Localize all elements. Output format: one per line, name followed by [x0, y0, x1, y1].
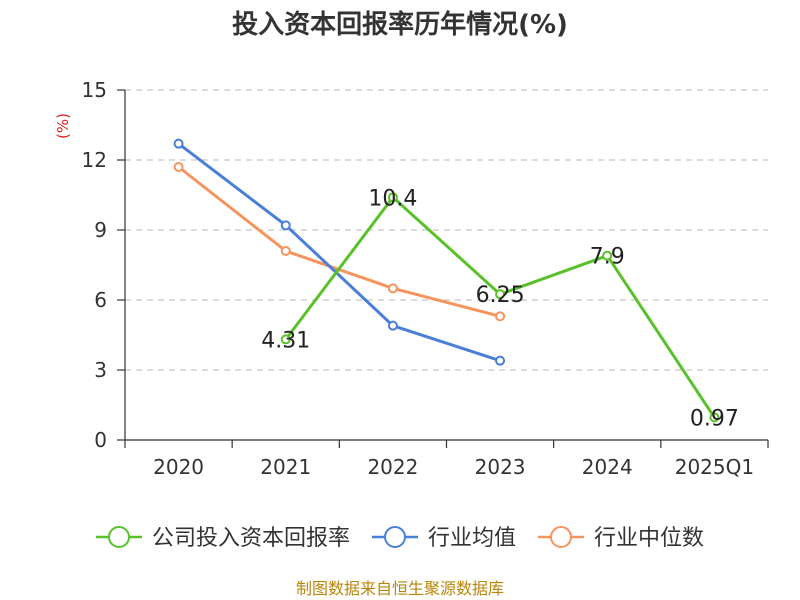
y-tick-label-9: 9: [94, 218, 107, 242]
legend-marker-2: [550, 526, 572, 548]
data-label-2024: 7.9: [590, 245, 625, 270]
source-note: 制图数据来自恒生聚源数据库: [296, 579, 504, 598]
data-point-s2-2022: [387, 283, 398, 294]
y-axis-unit-label: (%): [54, 113, 72, 139]
x-tick-label-2024: 2024: [582, 455, 633, 479]
y-tick-label-3: 3: [94, 358, 107, 382]
legend-marker-1: [384, 526, 406, 548]
data-point-s0-2022: [387, 192, 398, 203]
legend-label-0: 公司投入资本回报率: [152, 526, 350, 551]
legend-marker-0: [108, 526, 130, 548]
series-line-1: [177, 142, 501, 363]
legend-label-1: 行业均值: [428, 526, 516, 551]
y-tick-label-12: 12: [82, 148, 107, 172]
series-layer: [173, 138, 720, 423]
legend-item-1: 行业均值: [372, 526, 516, 551]
legend-item-0: 公司投入资本回报率: [96, 526, 350, 551]
x-tick-label-2025Q1: 2025Q1: [675, 455, 754, 479]
data-point-s1-2023: [495, 355, 506, 366]
x-tick-label-2022: 2022: [367, 455, 418, 479]
axes: 0 3 6 9 12 15 2020 2021 2022 2023 2024 2025Q1: [82, 78, 769, 479]
data-point-s2-2023: [495, 311, 506, 322]
data-point-s1-2020: [173, 138, 184, 149]
data-label-2023: 6.25: [476, 283, 525, 308]
data-point-s2-2021: [280, 246, 291, 256]
chart-title: 投入资本回报率历年情况(%): [232, 9, 568, 40]
y-tick-label-6: 6: [94, 288, 107, 312]
data-label-2021: 4.31: [261, 328, 310, 353]
x-tick-label-2023: 2023: [475, 455, 526, 479]
x-tick-label-2021: 2021: [260, 455, 311, 479]
grid-lines: [125, 89, 768, 371]
data-point-s1-2021: [280, 220, 291, 231]
legend-item-2: 行业中位数: [538, 526, 704, 551]
data-point-s1-2022: [387, 320, 398, 331]
data-label-layer: 4.31 10.4 6.25 7.9 0.97: [261, 186, 739, 431]
data-point-s0-2025Q1: [709, 412, 720, 423]
y-tick-label-0: 0: [94, 428, 107, 452]
x-tick-label-2020: 2020: [153, 455, 204, 479]
data-point-s0-2023: [495, 289, 506, 300]
y-tick-label-15: 15: [82, 78, 107, 102]
data-label-2022: 10.4: [368, 186, 417, 211]
series-line-2: [177, 165, 501, 318]
legend-label-2: 行业中位数: [594, 526, 704, 551]
data-point-s0-2024: [602, 250, 613, 261]
data-point-s2-2020: [173, 162, 184, 172]
data-point-s0-2021: [280, 334, 291, 345]
legend: 公司投入资本回报率 行业均值 行业中位数: [96, 526, 704, 551]
data-label-2025Q1: 0.97: [690, 406, 739, 431]
